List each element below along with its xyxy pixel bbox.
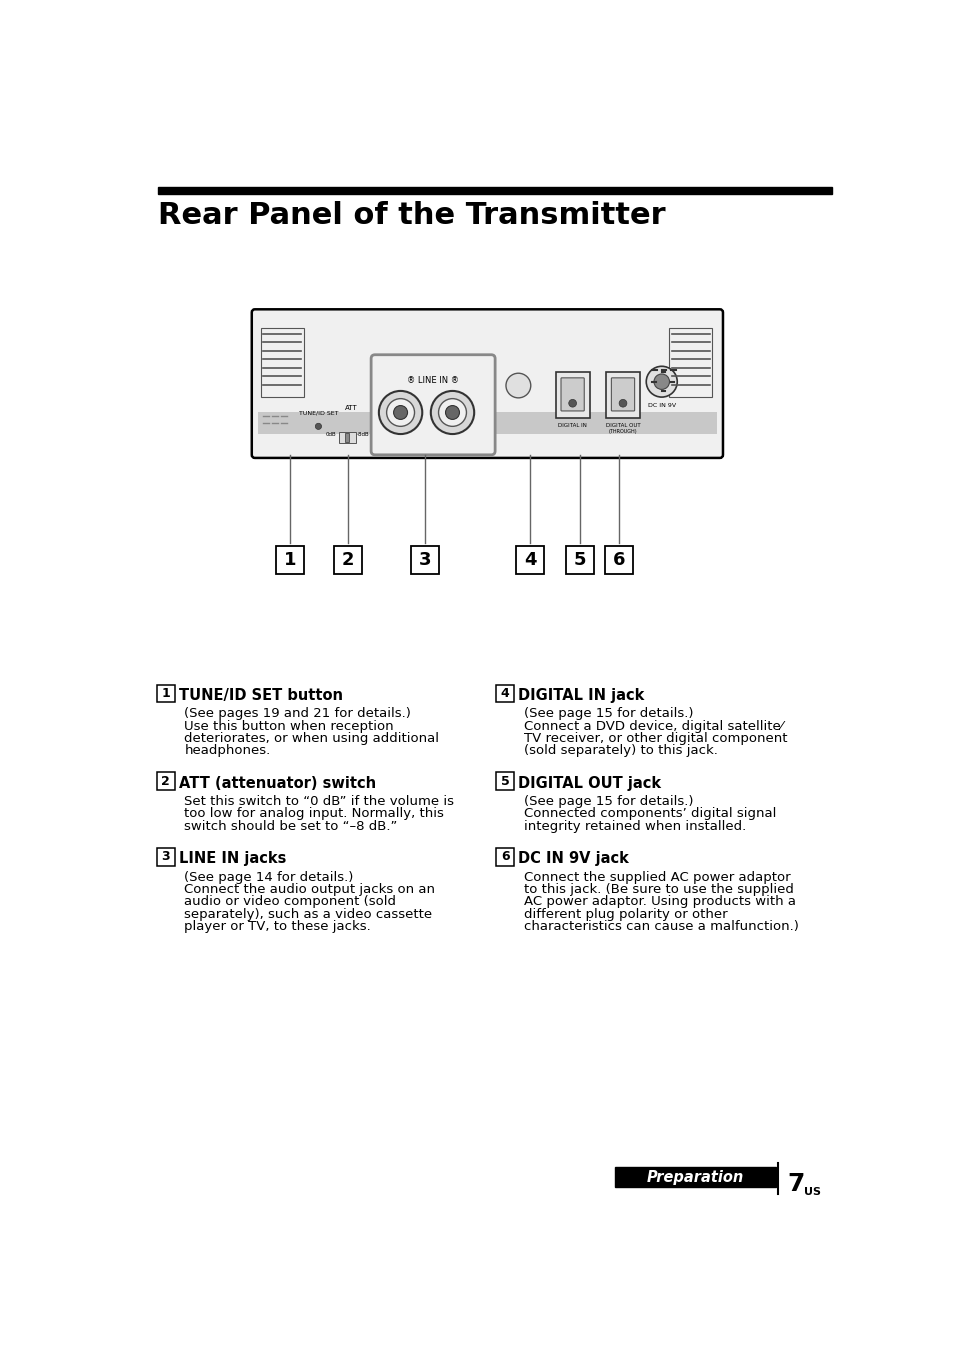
Text: AC power adaptor. Using products with a: AC power adaptor. Using products with a: [523, 895, 795, 909]
Text: LINE IN jacks: LINE IN jacks: [179, 852, 286, 867]
Circle shape: [568, 399, 576, 407]
Circle shape: [394, 406, 407, 419]
Text: TUNE/ID SET: TUNE/ID SET: [298, 411, 337, 416]
Text: DIGITAL OUT: DIGITAL OUT: [605, 423, 639, 427]
FancyBboxPatch shape: [411, 546, 439, 575]
Text: 3: 3: [161, 850, 170, 864]
Text: (See page 15 for details.): (See page 15 for details.): [523, 707, 693, 721]
Text: Use this button when reception: Use this button when reception: [184, 719, 394, 733]
FancyBboxPatch shape: [156, 772, 174, 790]
Bar: [669, 327, 711, 397]
Text: -8dB: -8dB: [356, 431, 370, 437]
Text: TV receiver, or other digital component: TV receiver, or other digital component: [523, 731, 786, 745]
Text: Set this switch to “0 dB” if the volume is: Set this switch to “0 dB” if the volume …: [184, 795, 454, 808]
Text: 4: 4: [523, 552, 536, 569]
Bar: [158, 187, 831, 193]
Text: 0dB: 0dB: [325, 431, 335, 437]
Text: Connect a DVD device, digital satellite⁄: Connect a DVD device, digital satellite⁄: [523, 719, 782, 733]
Text: 5: 5: [500, 775, 509, 788]
Text: 6: 6: [612, 552, 625, 569]
Text: DIGITAL OUT jack: DIGITAL OUT jack: [517, 776, 660, 791]
Text: TUNE/ID SET button: TUNE/ID SET button: [179, 688, 342, 703]
Text: DIGITAL IN jack: DIGITAL IN jack: [517, 688, 644, 703]
FancyBboxPatch shape: [566, 546, 594, 575]
Text: (sold separately) to this jack.: (sold separately) to this jack.: [523, 745, 717, 757]
Text: separately), such as a video cassette: separately), such as a video cassette: [184, 907, 432, 921]
Text: Connected components’ digital signal: Connected components’ digital signal: [523, 807, 776, 821]
Circle shape: [654, 375, 669, 389]
Circle shape: [505, 373, 530, 397]
FancyBboxPatch shape: [156, 848, 174, 865]
FancyBboxPatch shape: [496, 772, 514, 790]
Text: player or TV, to these jacks.: player or TV, to these jacks.: [184, 919, 371, 933]
Text: audio or video component (sold: audio or video component (sold: [184, 895, 395, 909]
Text: 3: 3: [418, 552, 431, 569]
Text: deteriorates, or when using additional: deteriorates, or when using additional: [184, 731, 439, 745]
Text: DC IN 9V: DC IN 9V: [647, 403, 675, 408]
Text: 4: 4: [500, 687, 509, 700]
Text: to this jack. (Be sure to use the supplied: to this jack. (Be sure to use the suppli…: [523, 883, 793, 896]
FancyBboxPatch shape: [496, 684, 514, 703]
Text: DC IN 9V jack: DC IN 9V jack: [517, 852, 629, 867]
Text: Rear Panel of the Transmitter: Rear Panel of the Transmitter: [158, 200, 665, 230]
Text: ATT (attenuator) switch: ATT (attenuator) switch: [179, 776, 375, 791]
Text: Connect the audio output jacks on an: Connect the audio output jacks on an: [184, 883, 435, 896]
Text: DIGITAL IN: DIGITAL IN: [558, 423, 586, 427]
Text: 6: 6: [500, 850, 509, 864]
FancyBboxPatch shape: [604, 546, 633, 575]
Circle shape: [645, 366, 677, 397]
FancyBboxPatch shape: [516, 546, 543, 575]
FancyBboxPatch shape: [275, 546, 303, 575]
Text: switch should be set to “–8 dB.”: switch should be set to “–8 dB.”: [184, 819, 397, 833]
FancyBboxPatch shape: [252, 310, 722, 458]
Text: different plug polarity or other: different plug polarity or other: [523, 907, 726, 921]
Text: too low for analog input. Normally, this: too low for analog input. Normally, this: [184, 807, 444, 821]
Circle shape: [618, 399, 626, 407]
Text: characteristics can cause a malfunction.): characteristics can cause a malfunction.…: [523, 919, 798, 933]
Text: (See page 15 for details.): (See page 15 for details.): [523, 795, 693, 808]
Bar: [338, 431, 355, 442]
Circle shape: [445, 406, 459, 419]
FancyBboxPatch shape: [605, 372, 639, 418]
Text: ATT: ATT: [345, 404, 357, 411]
Bar: [261, 327, 303, 397]
FancyBboxPatch shape: [496, 848, 514, 865]
FancyBboxPatch shape: [560, 377, 583, 411]
Text: 2: 2: [161, 775, 170, 788]
Circle shape: [438, 399, 466, 426]
FancyBboxPatch shape: [611, 377, 634, 411]
Bar: [257, 412, 716, 434]
Text: Connect the supplied AC power adaptor: Connect the supplied AC power adaptor: [523, 871, 790, 884]
Text: headphones.: headphones.: [184, 745, 271, 757]
Bar: [344, 433, 349, 442]
Bar: [615, 1167, 775, 1187]
Text: 2: 2: [341, 552, 354, 569]
Circle shape: [431, 391, 474, 434]
FancyBboxPatch shape: [334, 546, 361, 575]
Text: US: US: [802, 1187, 820, 1197]
FancyBboxPatch shape: [555, 372, 589, 418]
Text: Preparation: Preparation: [646, 1169, 743, 1184]
Circle shape: [315, 423, 321, 430]
Text: integrity retained when installed.: integrity retained when installed.: [523, 819, 745, 833]
Circle shape: [386, 399, 415, 426]
Text: ® LINE IN ®: ® LINE IN ®: [407, 376, 458, 384]
Text: 1: 1: [161, 687, 170, 700]
Text: (See page 14 for details.): (See page 14 for details.): [184, 871, 354, 884]
FancyBboxPatch shape: [156, 684, 174, 703]
Circle shape: [378, 391, 422, 434]
FancyBboxPatch shape: [371, 354, 495, 454]
Text: 7: 7: [786, 1172, 803, 1197]
Text: (THROUGH): (THROUGH): [608, 429, 637, 434]
Text: (See pages 19 and 21 for details.): (See pages 19 and 21 for details.): [184, 707, 411, 721]
Text: 1: 1: [283, 552, 295, 569]
Text: 5: 5: [574, 552, 586, 569]
